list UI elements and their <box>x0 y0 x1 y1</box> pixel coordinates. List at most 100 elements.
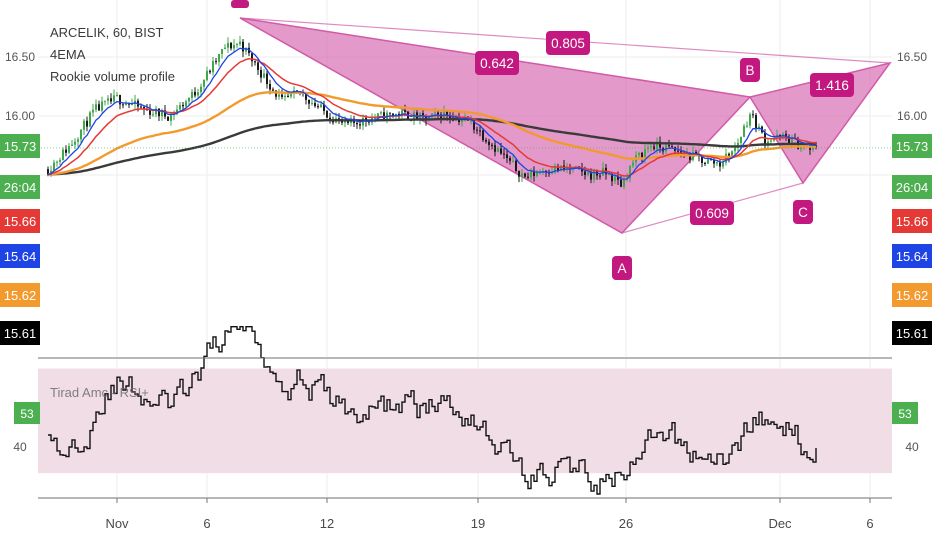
candle-body <box>212 61 214 73</box>
candle-body <box>323 104 325 111</box>
candle-body <box>122 104 124 106</box>
candle-body <box>608 173 610 175</box>
candle-body <box>98 104 100 111</box>
candle-body <box>710 159 712 161</box>
indicator-4ema[interactable]: 4EMA <box>50 47 86 62</box>
price-tag-text: 26:04 <box>4 180 37 195</box>
candle-body <box>524 173 526 177</box>
candle-body <box>101 101 103 111</box>
candle-body <box>239 41 241 45</box>
candle-body <box>584 171 586 175</box>
candle-body <box>515 160 517 171</box>
price-tag-text: 15.73 <box>896 139 929 154</box>
candle-body <box>305 93 307 100</box>
point-c-label: C <box>793 200 813 224</box>
candle-body <box>251 53 253 62</box>
candle-body <box>392 113 394 116</box>
ratio-ac-label: 0.609 <box>690 201 734 225</box>
candle-body <box>242 41 244 52</box>
candle-body <box>329 117 331 120</box>
candle-body <box>479 130 481 132</box>
candle-body <box>494 145 496 152</box>
candle-body <box>500 148 502 154</box>
candle-body <box>182 104 184 107</box>
candle-body <box>236 44 238 46</box>
y-tick-label-left: 16.00 <box>5 109 35 123</box>
ratio-xd-label-text: 0.805 <box>551 36 585 51</box>
candle-body <box>716 162 718 164</box>
candle-body <box>485 140 487 142</box>
rsi-tick-right: 40 <box>905 440 919 454</box>
candle-body <box>509 158 511 161</box>
candle-body <box>647 147 649 150</box>
ratio-bd-label: 1.416 <box>810 73 854 97</box>
candle-body <box>131 104 133 106</box>
rsi-panel: 535340405353 <box>13 326 919 495</box>
candle-body <box>59 160 61 162</box>
point-b-label-text: B <box>745 63 754 78</box>
candle-body <box>539 172 541 174</box>
candle-body <box>92 109 94 113</box>
candle-body <box>740 136 742 144</box>
candle-body <box>779 134 781 137</box>
price-tag <box>892 244 932 268</box>
candle-body <box>656 141 658 150</box>
candle-body <box>473 120 475 130</box>
price-tag-text: 15.64 <box>4 249 37 264</box>
candle-body <box>629 165 631 179</box>
candle-body <box>53 162 55 171</box>
candle-body <box>677 150 679 152</box>
candle-body <box>143 106 145 110</box>
price-tag <box>892 321 932 345</box>
candle-body <box>425 116 427 121</box>
symbol-title: ARCELIK, 60, BIST <box>50 25 164 40</box>
x-tick-label: 19 <box>471 516 485 531</box>
x-tick-label: 6 <box>203 516 210 531</box>
candle-body <box>446 111 448 116</box>
point-b-label: B <box>740 58 760 82</box>
candle-body <box>491 144 493 146</box>
rsi-current-value: 53 <box>898 407 912 421</box>
point-x-marker <box>231 0 249 8</box>
ratio-xb-label-bg <box>475 51 519 75</box>
candle-body <box>713 159 715 164</box>
candle-body <box>227 42 229 48</box>
candle-body <box>308 99 310 104</box>
candle-body <box>419 113 421 120</box>
point-a-label-text: A <box>617 261 626 276</box>
candle-body <box>245 47 247 52</box>
candle-body <box>119 94 121 105</box>
candle-body <box>149 109 151 115</box>
rsi-title-text: Tirad Amc - RSI+ <box>50 385 149 400</box>
rsi-current-tag-0 <box>14 402 40 424</box>
candle-body <box>191 91 193 98</box>
candle-body <box>296 90 298 92</box>
candle-body <box>215 61 217 63</box>
candle-body <box>752 114 754 116</box>
candle-body <box>791 137 793 144</box>
candle-body <box>554 166 556 173</box>
candle-body <box>266 73 268 85</box>
candle-body <box>668 145 670 147</box>
candle-body <box>71 144 73 146</box>
candle-body <box>140 106 142 108</box>
price-tag <box>892 134 932 158</box>
candle-body <box>620 179 622 187</box>
price-tag <box>892 283 932 307</box>
candle-body <box>506 154 508 159</box>
candle-body <box>317 106 319 108</box>
x-tick-label: 6 <box>866 516 873 531</box>
ema-black-line <box>48 117 816 176</box>
ema-lines <box>38 47 892 180</box>
candle-body <box>155 108 157 115</box>
indicator-volume-profile[interactable]: Rookie volume profile <box>50 69 176 84</box>
candle-body <box>593 170 595 180</box>
candle-body <box>83 120 85 130</box>
rsi-current-value: 53 <box>20 407 34 421</box>
candle-body <box>800 146 802 150</box>
candle-body <box>275 90 277 97</box>
candle-body <box>671 146 673 148</box>
candle-body <box>503 153 505 155</box>
candle-body <box>497 148 499 152</box>
